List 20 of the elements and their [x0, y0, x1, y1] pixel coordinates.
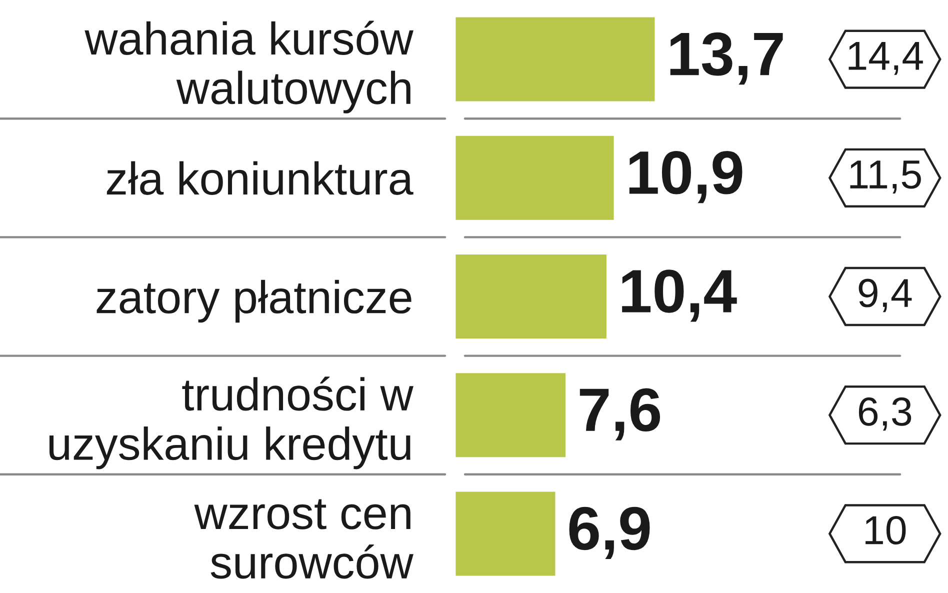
bar: [455, 490, 557, 578]
text: 6,3: [858, 397, 912, 431]
data-label: 7,6: [580, 388, 660, 440]
bar: [455, 372, 567, 458]
bar: [455, 16, 656, 103]
y-tick-label: wahania kursów walutowych: [84, 20, 414, 114]
text: 11,5: [850, 160, 921, 194]
y-tick-label: zła koniunktura: [106, 161, 414, 195]
text: 14,4: [848, 42, 923, 75]
data-label: 13,7: [670, 32, 783, 85]
y-tick-label: trudności w uzyskaniu kredytu: [49, 376, 414, 470]
y-tick-label: zatory płatnicze: [96, 280, 412, 323]
data-label: 10,4: [622, 270, 737, 322]
text: 9,4: [858, 278, 912, 312]
bar: [455, 134, 616, 222]
text: 10: [866, 516, 906, 545]
data-label: 10,9: [629, 151, 742, 204]
bar: [455, 253, 608, 340]
data-label: 6,9: [569, 506, 650, 559]
y-tick-label: wzrost cen surowców: [194, 499, 414, 579]
